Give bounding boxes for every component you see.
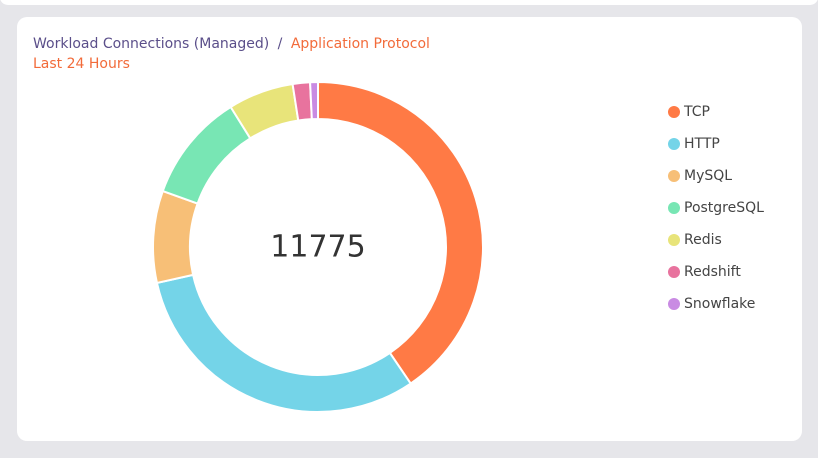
legend-label: Redis — [684, 232, 722, 248]
donut-slice — [317, 80, 484, 385]
legend-swatch — [668, 106, 680, 118]
title-separator: / — [278, 36, 283, 52]
center-total: 11775 — [270, 230, 365, 265]
donut-slice — [152, 189, 199, 285]
legend-swatch — [668, 170, 680, 182]
legend-swatch — [668, 202, 680, 214]
donut-slice — [309, 80, 319, 121]
card-top — [0, 0, 818, 5]
legend-swatch — [668, 138, 680, 150]
legend-swatch — [668, 266, 680, 278]
legend-label: PostgreSQL — [684, 200, 764, 216]
chart-title: Workload Connections (Managed) / Applica… — [33, 36, 430, 52]
title-prefix: Workload Connections (Managed) — [33, 36, 269, 52]
title: Application Protocol — [291, 36, 430, 52]
subtitle: Last 24 Hours — [33, 56, 130, 72]
legend-label: Snowflake — [684, 296, 755, 312]
legend-label: HTTP — [684, 136, 720, 152]
legend-label: MySQL — [684, 168, 732, 184]
legend-label: TCP — [683, 104, 710, 120]
legend-label: Redshift — [684, 264, 741, 280]
legend-swatch — [668, 234, 680, 246]
legend-swatch — [668, 298, 680, 310]
